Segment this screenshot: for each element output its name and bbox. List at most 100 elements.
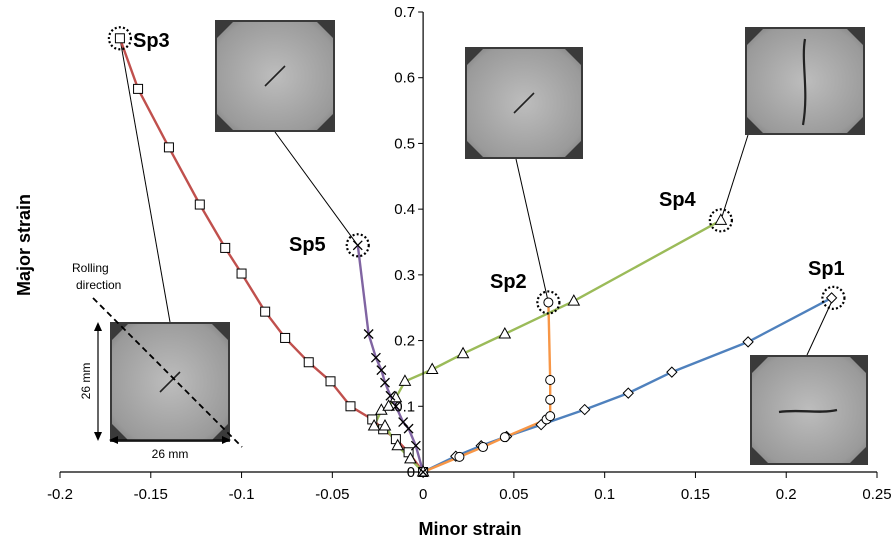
rolling-direction-label-2: direction [76,278,121,292]
sp5-marker [403,423,414,434]
y-tick-label: 0 [407,464,415,481]
sp3-marker [220,242,231,253]
rolling-direction-line [92,297,243,448]
sp2-marker [478,442,489,453]
sp2-marker [543,297,554,308]
dim-vertical-arrow-bottom [94,432,102,441]
sp3-marker [133,83,144,94]
y-tick-label: 0.4 [394,201,415,218]
sp4-marker [456,346,470,359]
specimen-photos [110,20,868,465]
sp5-marker [370,352,381,363]
sp5-marker [376,365,387,376]
sp2-marker [545,375,556,385]
sp2-photo [465,47,583,159]
y-tick-label: 0.7 [394,4,415,21]
dim-vertical-label: 26 mm [79,363,93,400]
sp5-label: Sp5 [289,234,326,256]
sp3-leader-line [119,38,171,323]
x-tick-label: -0.1 [229,486,255,503]
sp5-marker [363,329,374,339]
sp2-label: Sp2 [490,271,527,293]
sp3-marker [303,357,314,368]
y-tick-label: 0.6 [394,70,415,87]
sp1-photo [750,355,868,465]
sp5-photo [215,20,335,132]
sp4-marker [714,213,728,225]
sp5-marker [352,240,363,251]
crack [264,65,286,87]
sp1-marker [578,403,591,416]
x-tick-label: 0.2 [776,486,797,503]
y-axis-title: Major strain [14,194,34,296]
x-tick-label: -0.2 [47,486,73,503]
sp5-marker [380,377,390,388]
rolling-direction-label: Rolling [72,261,109,275]
sp3-photo [110,322,230,442]
x-tick-label: 0.25 [862,486,891,503]
sp2-marker [545,411,556,422]
sp3-failure-circle [107,26,133,51]
sp5-marker [410,440,421,451]
crack [801,38,807,126]
sp4-marker [382,399,395,411]
sp4-marker [567,294,581,306]
sp1-marker [742,336,754,348]
dim-vertical-arrow-top [94,322,102,331]
sp1-leader-line [806,297,834,356]
sp4-marker [398,374,412,386]
crack [513,92,535,114]
sp4-marker [391,438,405,451]
dim-horizontal-arrow-right [222,436,231,444]
sp3-marker [114,33,125,44]
sp3-marker [194,199,205,210]
sp2-leader-line [515,158,549,303]
x-tick-label: 0.15 [681,486,710,503]
crack [159,371,181,393]
sp2-marker [499,432,510,443]
y-tick-label: 0.2 [394,333,415,350]
x-axis-title: Minor strain [418,519,521,539]
dim-horizontal-arrow-left [109,436,118,444]
specimen-surface [752,357,866,463]
sp3-marker [325,376,336,387]
sp4-marker [425,362,439,374]
x-tick-label: 0.05 [499,486,528,503]
sp4-marker [498,326,512,339]
sp3-marker [345,401,356,412]
x-tick-label: -0.05 [315,486,349,503]
sp3-marker [236,268,247,279]
sp4-photo [745,27,865,135]
sp4-line [372,219,722,473]
sp4-marker [416,464,430,477]
rolling-direction-annotation: Rolling direction 26 mm 26 mm [72,261,243,461]
sp4-label: Sp4 [659,189,697,211]
y-tick-label: 0.5 [394,135,415,152]
sp4-leader-line [720,134,749,221]
sp5-marker [390,401,401,412]
sp3-label: Sp3 [133,30,170,52]
leader-lines [119,38,834,356]
sp3-marker [260,306,271,317]
sp3-marker [163,142,174,153]
sp4-marker [378,418,392,431]
sp2-failure-circle [536,290,561,315]
series-markers [114,33,838,478]
axes: -0.2 -0.15 -0.1 -0.05 0 0.05 0.1 0.15 0.2 0.250.1… [47,4,892,503]
y-tick-label: 0.3 [394,267,415,284]
sp5-marker [418,467,429,477]
sp1-marker [622,387,634,399]
sp1-marker [825,292,838,304]
sp2-marker [545,394,556,405]
sp4-failure-circle [708,208,733,233]
sp1-marker [666,366,678,378]
sp2-marker [454,451,465,462]
x-tick-label: 0.1 [594,486,615,503]
sp1-label: Sp1 [808,258,845,280]
sp4-marker [367,418,381,431]
crack [778,408,838,414]
sp5-leader-line [274,131,359,246]
sp5-marker [385,390,396,401]
failure-point-circles [107,26,846,315]
